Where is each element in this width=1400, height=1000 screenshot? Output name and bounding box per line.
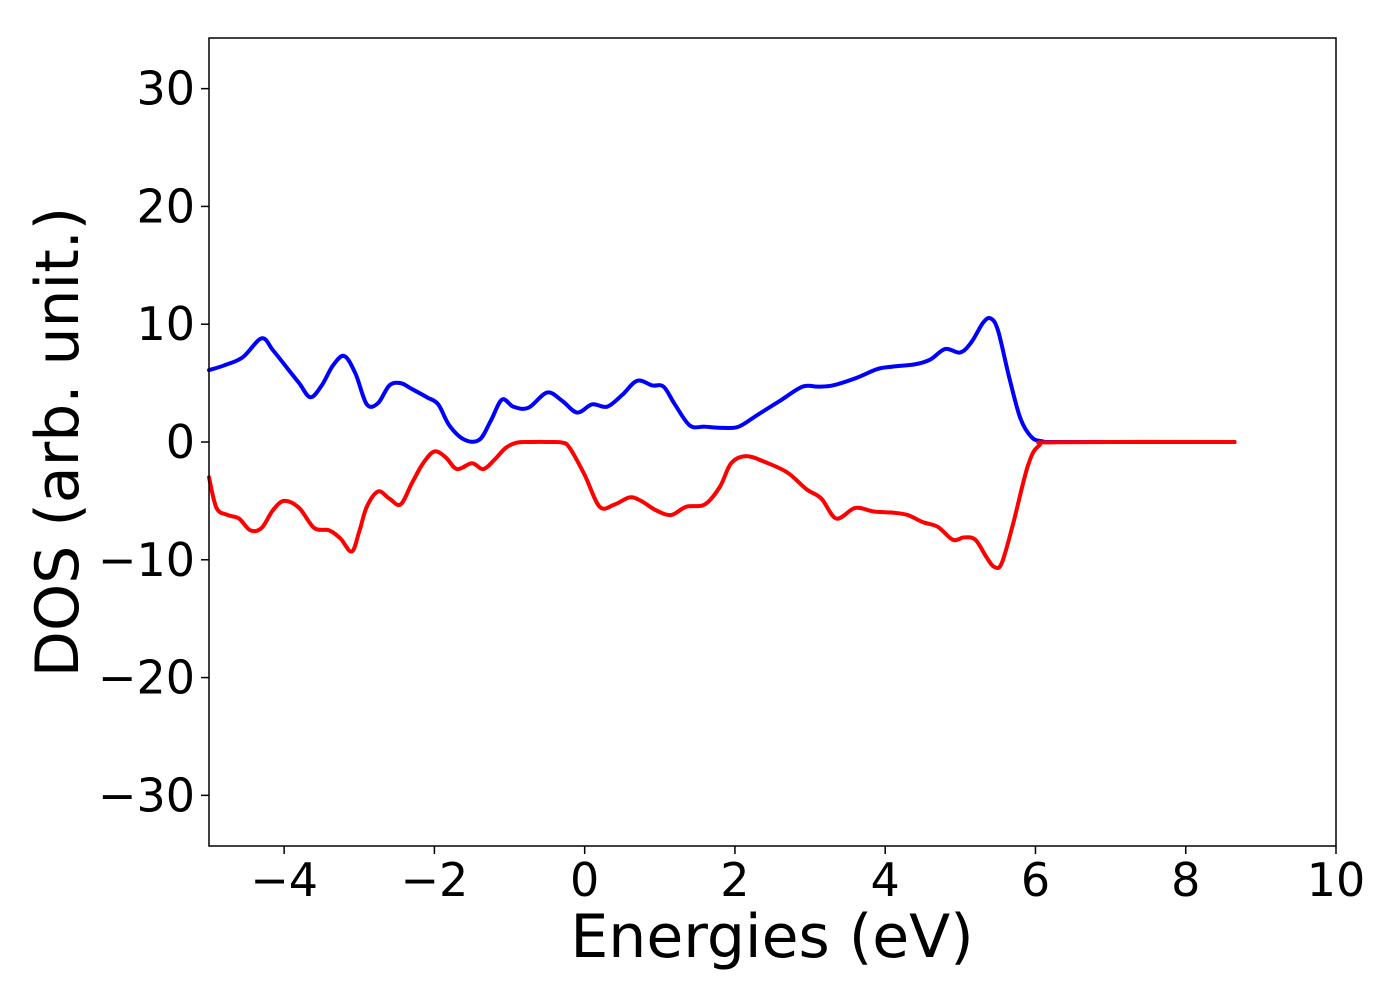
- y-tick-label: 10: [136, 297, 195, 351]
- y-tick-label: −10: [98, 533, 195, 587]
- y-tick-label: 20: [136, 179, 195, 233]
- x-axis: −4 −2 0 2 4 6 8 10: [250, 846, 1365, 907]
- series-layer: [207, 316, 1237, 571]
- series-line-2: [207, 439, 1237, 571]
- x-tick-label: −2: [400, 853, 468, 907]
- x-tick-label: 2: [720, 853, 749, 907]
- x-tick-label: 8: [1171, 853, 1200, 907]
- y-tick-label: −30: [98, 768, 195, 822]
- x-axis-title: Energies (eV): [570, 902, 973, 972]
- y-axis: 30 20 10 0 −10 −20 −30: [98, 62, 209, 822]
- x-tick-label: 10: [1307, 853, 1366, 907]
- x-tick-label: 4: [871, 853, 900, 907]
- y-tick-label: 30: [136, 62, 195, 116]
- x-tick-label: 0: [570, 853, 599, 907]
- series-line-1: [207, 316, 1237, 445]
- x-tick-label: 6: [1021, 853, 1050, 907]
- y-tick-label: 0: [166, 415, 195, 469]
- x-tick-label: −4: [250, 853, 318, 907]
- y-tick-label: −20: [98, 651, 195, 705]
- y-axis-title: DOS (arb. unit.): [23, 207, 93, 677]
